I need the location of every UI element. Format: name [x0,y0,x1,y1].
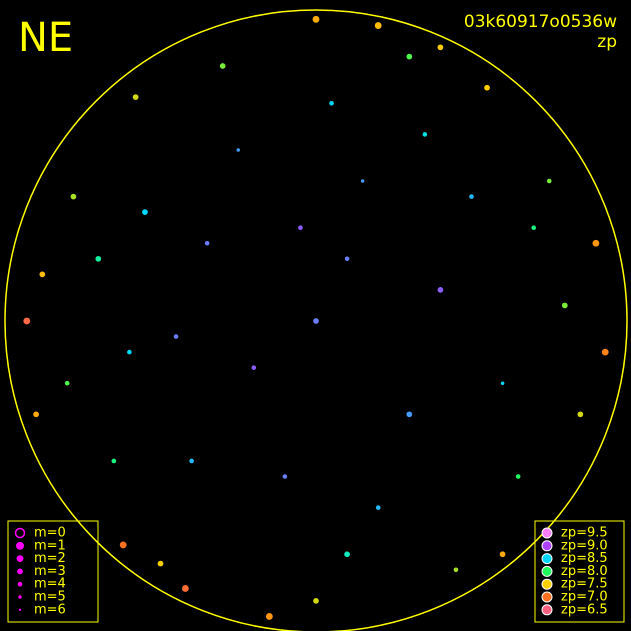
color-key [541,565,553,577]
star-point [132,94,139,100]
size-key [16,555,24,562]
star-point [344,551,350,558]
size-key [18,595,22,599]
size-label: m=5 [34,590,66,605]
star-point [500,381,505,385]
color-label: zp=8.0 [561,564,608,579]
star-point [601,348,609,356]
star-point [469,194,474,199]
star-point [282,474,288,479]
star-point [360,179,365,183]
color-label: zp=7.0 [561,590,608,605]
star-point [546,178,552,184]
color-label: zp=7.5 [561,577,608,592]
star-point [499,551,506,558]
star-point [406,411,413,418]
color-label: zp=9.0 [561,538,608,553]
star-point [142,209,148,215]
star-point [70,193,77,200]
star-point [592,239,600,247]
star-point [173,334,179,339]
metric: zp [597,32,617,52]
color-key [541,578,553,590]
star-point [204,240,210,246]
color-key [541,591,553,603]
size-label: m=4 [34,577,66,592]
star-point [453,567,459,573]
star-point [406,53,413,60]
star-point [561,302,568,309]
star-point [64,380,70,386]
star-point [374,22,382,29]
star-point [577,411,584,418]
points [23,15,609,620]
star-point [95,255,102,262]
star-point [127,349,132,355]
color-label: zp=6.5 [561,602,608,617]
star-point [329,101,334,106]
star-point [313,598,319,604]
star-point [531,225,536,230]
star-point [189,458,194,464]
star-point [515,474,521,479]
color-label: zp=9.5 [561,526,608,541]
star-point [33,411,39,418]
star-point [111,458,117,464]
horizon [4,9,628,631]
star-point [119,541,127,549]
camera-id: 03k60917o0536w [464,12,617,32]
star-point [236,148,240,152]
color-label: zp=8.5 [561,551,608,566]
star-point [251,365,257,370]
star-point [298,225,303,230]
size-key [17,568,23,575]
color-key [541,604,553,616]
size-key [16,541,24,550]
size-label: m=1 [34,538,66,553]
star-point [437,287,444,293]
star-point [23,317,31,325]
star-point [313,318,319,324]
size-label: m=6 [34,602,66,617]
size-key [18,608,22,611]
size-label: m=3 [34,564,66,579]
star-point [39,271,46,278]
star-point [181,585,189,592]
star-point [344,256,350,262]
star-point [265,613,273,620]
size-label: m=0 [34,526,66,541]
size-key [14,527,26,539]
color-key [541,553,553,565]
star-point [484,84,490,91]
size-label: m=2 [34,551,66,566]
chart-title: NE [18,15,73,61]
color-key [541,527,553,539]
star-point [157,560,164,567]
color-key [541,540,553,552]
star-point [437,44,444,51]
size-legend [7,520,99,623]
star-point [375,505,381,510]
star-point [422,132,428,137]
star-point [219,63,226,69]
star-point [312,15,320,23]
size-key [17,581,23,587]
